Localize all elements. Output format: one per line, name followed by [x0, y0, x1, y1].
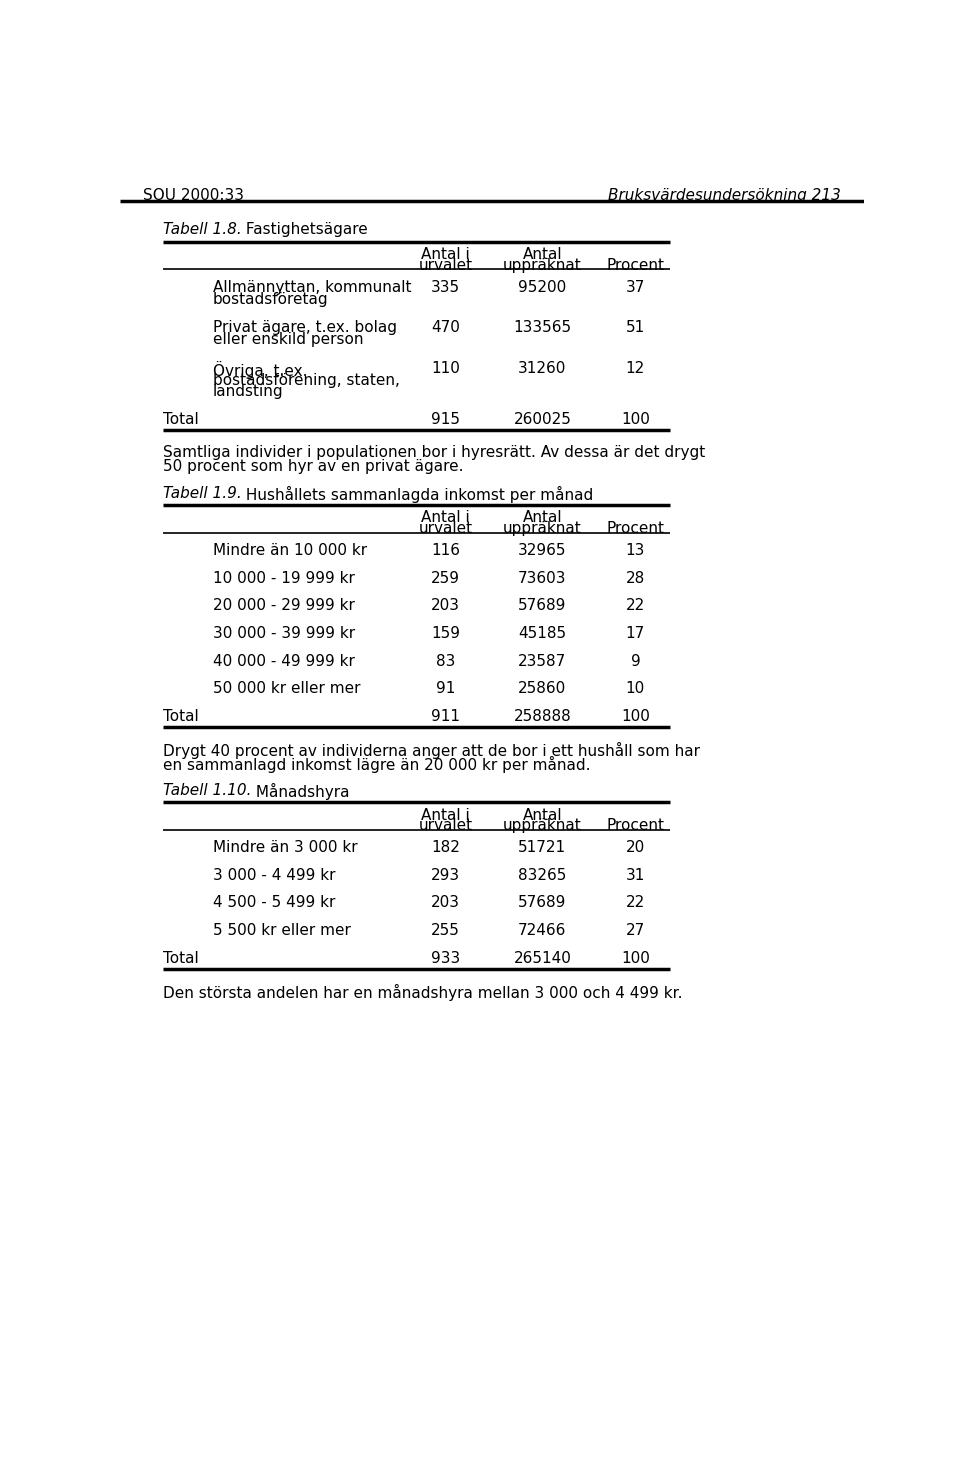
Text: 17: 17: [626, 626, 645, 640]
Text: 83: 83: [436, 654, 455, 668]
Text: 72466: 72466: [518, 923, 566, 939]
Text: Hushållets sammanlagda inkomst per månad: Hushållets sammanlagda inkomst per månad: [241, 486, 593, 502]
Text: 22: 22: [626, 598, 645, 613]
Text: uppräknat: uppräknat: [503, 521, 582, 536]
Text: 915: 915: [431, 411, 460, 427]
Text: Månadshyra: Månadshyra: [252, 783, 349, 801]
Text: uppräknat: uppräknat: [503, 259, 582, 273]
Text: 9: 9: [631, 654, 640, 668]
Text: Procent: Procent: [607, 521, 664, 536]
Text: 4 500 - 5 499 kr: 4 500 - 5 499 kr: [213, 896, 335, 911]
Text: 100: 100: [621, 411, 650, 427]
Text: Övriga, t.ex.: Övriga, t.ex.: [213, 361, 307, 379]
Text: Samtliga individer i populationen bor i hyresrätt. Av dessa är det drygt: Samtliga individer i populationen bor i …: [162, 445, 705, 460]
Text: 50 000 kr eller mer: 50 000 kr eller mer: [213, 682, 361, 696]
Text: 260025: 260025: [514, 411, 571, 427]
Text: Antal i: Antal i: [421, 247, 469, 261]
Text: Antal i: Antal i: [421, 808, 469, 823]
Text: uppräknat: uppräknat: [503, 818, 582, 833]
Text: 51721: 51721: [518, 840, 566, 855]
Text: 258888: 258888: [514, 710, 571, 724]
Text: Bruksvärdesundersökning 213: Bruksvärdesundersökning 213: [608, 188, 841, 203]
Text: Mindre än 3 000 kr: Mindre än 3 000 kr: [213, 840, 358, 855]
Text: Antal: Antal: [522, 808, 563, 823]
Text: bostadsföretag: bostadsföretag: [213, 292, 328, 307]
Text: 203: 203: [431, 598, 460, 613]
Text: 470: 470: [431, 320, 460, 335]
Text: 40 000 - 49 999 kr: 40 000 - 49 999 kr: [213, 654, 355, 668]
Text: 265140: 265140: [514, 950, 571, 967]
Text: landsting: landsting: [213, 385, 283, 400]
Text: urvalet: urvalet: [419, 259, 472, 273]
Text: Total: Total: [162, 950, 199, 967]
Text: 45185: 45185: [518, 626, 566, 640]
Text: 32965: 32965: [518, 544, 566, 558]
Text: eller enskild person: eller enskild person: [213, 332, 364, 347]
Text: 100: 100: [621, 950, 650, 967]
Text: 182: 182: [431, 840, 460, 855]
Text: Mindre än 10 000 kr: Mindre än 10 000 kr: [213, 544, 367, 558]
Text: 10: 10: [626, 682, 645, 696]
Text: 50 procent som hyr av en privat ägare.: 50 procent som hyr av en privat ägare.: [162, 458, 463, 474]
Text: Antal: Antal: [522, 510, 563, 526]
Text: 933: 933: [431, 950, 460, 967]
Text: 116: 116: [431, 544, 460, 558]
Text: Antal i: Antal i: [421, 510, 469, 526]
Text: 12: 12: [626, 361, 645, 376]
Text: Tabell 1.9.: Tabell 1.9.: [162, 486, 241, 501]
Text: Procent: Procent: [607, 818, 664, 833]
Text: en sammanlagd inkomst lägre än 20 000 kr per månad.: en sammanlagd inkomst lägre än 20 000 kr…: [162, 757, 590, 773]
Text: 203: 203: [431, 896, 460, 911]
Text: 293: 293: [431, 868, 460, 883]
Text: Total: Total: [162, 710, 199, 724]
Text: 20 000 - 29 999 kr: 20 000 - 29 999 kr: [213, 598, 355, 613]
Text: urvalet: urvalet: [419, 818, 472, 833]
Text: 110: 110: [431, 361, 460, 376]
Text: 37: 37: [626, 281, 645, 295]
Text: 5 500 kr eller mer: 5 500 kr eller mer: [213, 923, 350, 939]
Text: 22: 22: [626, 896, 645, 911]
Text: 159: 159: [431, 626, 460, 640]
Text: 91: 91: [436, 682, 455, 696]
Text: 335: 335: [431, 281, 460, 295]
Text: Procent: Procent: [607, 259, 664, 273]
Text: Allmännyttan, kommunalt: Allmännyttan, kommunalt: [213, 281, 412, 295]
Text: Den största andelen har en månadshyra mellan 3 000 och 4 499 kr.: Den största andelen har en månadshyra me…: [162, 984, 683, 1000]
Text: Fastighetsägare: Fastighetsägare: [241, 222, 368, 238]
Text: Tabell 1.8.: Tabell 1.8.: [162, 222, 241, 238]
Text: 95200: 95200: [518, 281, 566, 295]
Text: 57689: 57689: [518, 896, 566, 911]
Text: Tabell 1.10.: Tabell 1.10.: [162, 783, 252, 798]
Text: Total: Total: [162, 411, 199, 427]
Text: 23587: 23587: [518, 654, 566, 668]
Text: 25860: 25860: [518, 682, 566, 696]
Text: 100: 100: [621, 710, 650, 724]
Text: 73603: 73603: [518, 570, 566, 586]
Text: Antal: Antal: [522, 247, 563, 261]
Text: Privat ägare, t.ex. bolag: Privat ägare, t.ex. bolag: [213, 320, 397, 335]
Text: Drygt 40 procent av individerna anger att de bor i ett hushåll som har: Drygt 40 procent av individerna anger at…: [162, 742, 700, 759]
Text: 3 000 - 4 499 kr: 3 000 - 4 499 kr: [213, 868, 335, 883]
Text: 20: 20: [626, 840, 645, 855]
Text: urvalet: urvalet: [419, 521, 472, 536]
Text: 28: 28: [626, 570, 645, 586]
Text: 57689: 57689: [518, 598, 566, 613]
Text: 31: 31: [626, 868, 645, 883]
Text: 27: 27: [626, 923, 645, 939]
Text: 911: 911: [431, 710, 460, 724]
Text: 133565: 133565: [514, 320, 571, 335]
Text: 255: 255: [431, 923, 460, 939]
Text: 31260: 31260: [518, 361, 566, 376]
Text: 30 000 - 39 999 kr: 30 000 - 39 999 kr: [213, 626, 355, 640]
Text: bostadsförening, staten,: bostadsförening, staten,: [213, 373, 400, 388]
Text: 10 000 - 19 999 kr: 10 000 - 19 999 kr: [213, 570, 355, 586]
Text: 259: 259: [431, 570, 460, 586]
Text: 51: 51: [626, 320, 645, 335]
Text: 13: 13: [626, 544, 645, 558]
Text: 83265: 83265: [518, 868, 566, 883]
Text: SOU 2000:33: SOU 2000:33: [143, 188, 244, 203]
